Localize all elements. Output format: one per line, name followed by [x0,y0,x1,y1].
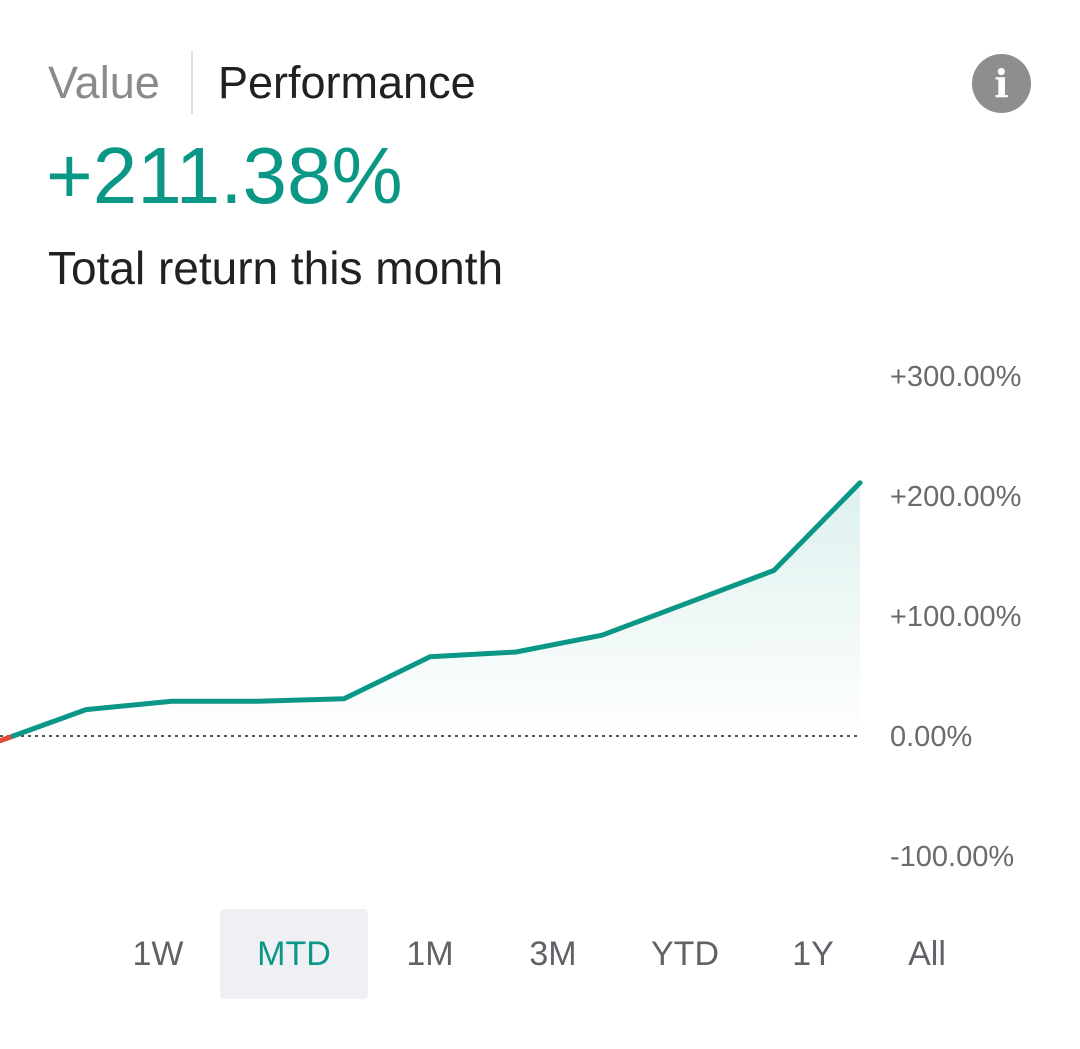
range-button-ytd[interactable]: YTD [651,934,719,973]
range-button-all[interactable]: All [908,934,946,973]
y-tick-label: +100.00% [890,601,1021,633]
range-button-1m[interactable]: 1M [406,934,454,973]
tab-performance[interactable]: Performance [218,57,476,108]
y-tick-label: -100.00% [890,841,1014,873]
y-tick-label: 0.00% [890,721,972,753]
y-tick-label: +200.00% [890,481,1021,513]
tab-divider [191,51,193,114]
total-return-value: +211.38% [46,131,403,220]
range-button-1y[interactable]: 1Y [792,934,834,973]
info-icon: i [994,60,1009,106]
chart-series-line [10,480,863,739]
y-tick-label: +300.00% [890,361,1021,393]
range-button-3m[interactable]: 3M [529,934,577,973]
tab-value[interactable]: Value [48,57,160,108]
chart-area-fill [13,482,860,736]
total-return-label: Total return this month [48,242,504,294]
range-button-mtd[interactable]: MTD [220,909,368,999]
range-button-1w[interactable]: 1W [132,934,184,973]
range-selector: 1W MTD 1M 3M YTD 1Y All [0,909,1080,999]
info-button[interactable]: i [972,54,1031,113]
y-axis-ticks: +300.00% +200.00% +100.00% 0.00% -100.00% [890,361,1021,873]
